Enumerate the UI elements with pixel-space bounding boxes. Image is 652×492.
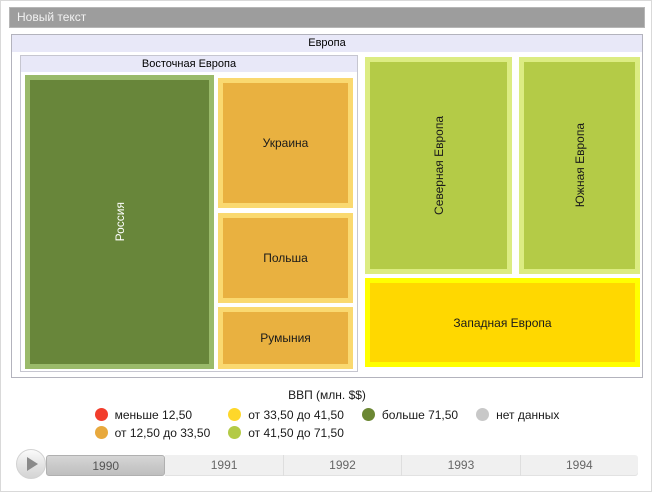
treemap-cell-ukraine[interactable]: Украина xyxy=(218,78,353,208)
legend-title: ВВП (млн. $$) xyxy=(288,388,366,402)
treemap-group-eastern-europe: Восточная Европа Россия Украина Польша Р… xyxy=(20,55,358,372)
treemap-cell-northern-europe[interactable]: Северная Европа xyxy=(365,57,512,274)
treemap-cell-romania[interactable]: Румыния xyxy=(218,307,353,369)
play-button[interactable] xyxy=(16,449,46,479)
treemap-cell-russia[interactable]: Россия xyxy=(25,75,214,369)
legend-item: нет данных xyxy=(476,407,559,422)
legend-column: больше 71,50 xyxy=(361,407,459,440)
treemap-canvas: Европа Восточная Европа Россия Украина П… xyxy=(11,34,643,378)
year-button-1990[interactable]: 1990 xyxy=(46,455,166,476)
cell-label-northern-europe: Северная Европа xyxy=(431,116,446,215)
legend-label: от 33,50 до 41,50 xyxy=(248,407,344,422)
legend-orange-dot-icon xyxy=(94,426,108,439)
legend-item: от 41,50 до 71,50 xyxy=(228,425,344,440)
cell-label-southern-europe: Южная Европа xyxy=(572,123,587,208)
cell-label-poland: Польша xyxy=(263,251,308,265)
legend-item: больше 71,50 xyxy=(361,407,459,422)
treemap-cell-southern-europe[interactable]: Южная Европа xyxy=(519,57,640,274)
legend-label: больше 71,50 xyxy=(381,407,459,422)
legend-item: от 33,50 до 41,50 xyxy=(228,407,344,422)
year-button-1993[interactable]: 1993 xyxy=(402,455,521,476)
legend-yellow-dot-icon xyxy=(228,408,242,421)
year-button-1994[interactable]: 1994 xyxy=(520,455,639,476)
window-title: Новый текст xyxy=(17,10,87,24)
treemap-cell-western-europe[interactable]: Западная Европа xyxy=(365,278,640,367)
legend-item: меньше 12,50 xyxy=(94,407,211,422)
legend-label: от 12,50 до 33,50 xyxy=(114,425,211,440)
legend: меньше 12,50 от 12,50 до 33,50 от 33,50 … xyxy=(1,407,651,440)
year-button-1991[interactable]: 1991 xyxy=(165,455,284,476)
legend-column: меньше 12,50 от 12,50 до 33,50 xyxy=(94,407,211,440)
legend-item: от 12,50 до 33,50 xyxy=(94,425,211,440)
window-title-bar: Новый текст xyxy=(9,7,645,28)
legend-label: от 41,50 до 71,50 xyxy=(248,425,344,440)
treemap-cell-poland[interactable]: Польша xyxy=(218,213,353,303)
legend-label: нет данных xyxy=(496,407,560,422)
play-icon xyxy=(27,457,38,471)
legend-column: нет данных xyxy=(476,407,559,440)
legend-darkgreen-dot-icon xyxy=(361,408,375,421)
timeline-year-bar: 1990 1991 1992 1993 1994 xyxy=(46,455,639,476)
legend-gray-dot-icon xyxy=(476,408,490,421)
year-button-1992[interactable]: 1992 xyxy=(283,455,403,476)
cell-label-russia: Россия xyxy=(112,202,127,242)
cell-label-western-europe: Западная Европа xyxy=(453,315,552,330)
legend-red-dot-icon xyxy=(94,408,108,421)
cell-label-romania: Румыния xyxy=(260,331,311,345)
cell-label-ukraine: Украина xyxy=(262,136,309,150)
treemap-root-header: Европа xyxy=(12,35,642,52)
treemap-group-header: Восточная Европа xyxy=(21,56,357,72)
legend-label: меньше 12,50 xyxy=(114,407,193,422)
legend-lightgreen-dot-icon xyxy=(228,426,242,439)
legend-column: от 33,50 до 41,50 от 41,50 до 71,50 xyxy=(228,407,344,440)
